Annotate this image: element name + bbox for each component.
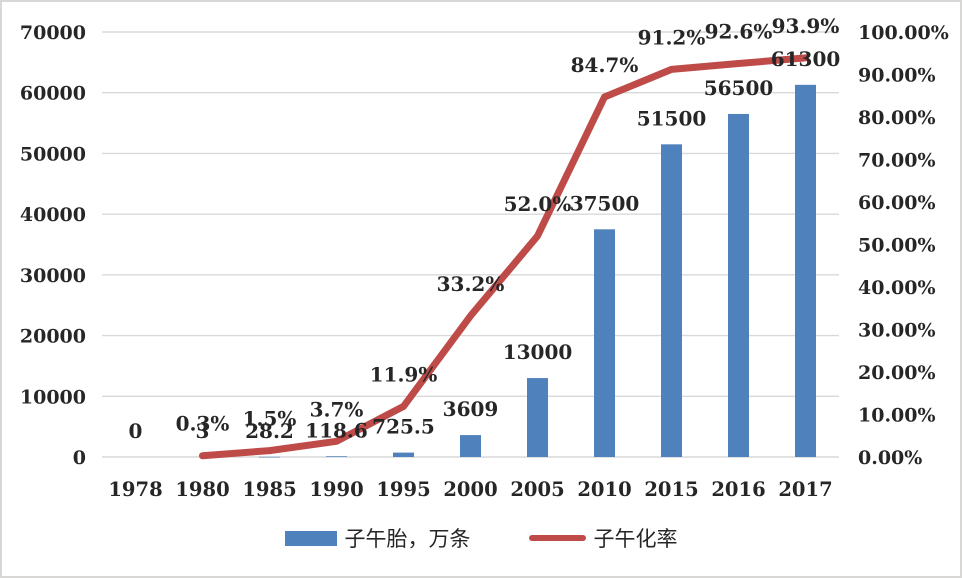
y-axis-right-tick-label: 90.00% xyxy=(858,65,936,87)
bar xyxy=(460,435,481,457)
chart-legend: 子午胎，万条 子午化率 xyxy=(2,523,960,553)
rate-value-label: 91.2% xyxy=(638,25,706,49)
rate-value-label: 1.5% xyxy=(243,407,297,431)
bar xyxy=(527,378,548,457)
x-axis-tick-label: 1995 xyxy=(376,478,430,501)
line-series-label: 子午化率 xyxy=(593,527,678,551)
combo-chart: 0100002000030000400005000060000700000.00… xyxy=(20,14,949,501)
y-axis-right-tick-label: 60.00% xyxy=(858,192,936,214)
y-axis-left-tick-label: 50000 xyxy=(20,143,86,165)
bar xyxy=(393,452,414,457)
rate-value-label: 92.6% xyxy=(705,19,773,43)
bar-value-label: 61300 xyxy=(771,47,841,71)
bar-value-label: 0 xyxy=(129,419,143,443)
bar-value-label: 3 xyxy=(196,419,210,443)
x-axis-tick-label: 1985 xyxy=(242,478,296,501)
y-axis-left-tick-label: 30000 xyxy=(20,265,86,287)
bar-series-swatch-icon xyxy=(284,530,337,546)
bar-value-label: 13000 xyxy=(503,340,573,364)
bar xyxy=(661,144,682,458)
x-axis-tick-label: 1980 xyxy=(175,478,229,501)
x-axis-tick-label: 2017 xyxy=(778,478,832,501)
bar-series-label: 子午胎，万条 xyxy=(344,527,471,551)
y-axis-right-tick-label: 70.00% xyxy=(858,150,936,172)
y-axis-right-tick-label: 0.00% xyxy=(858,447,922,469)
y-axis-right-tick-label: 40.00% xyxy=(858,277,936,299)
y-axis-left-tick-label: 70000 xyxy=(20,22,86,44)
y-axis-right-tick-label: 100.00% xyxy=(858,22,949,44)
bar xyxy=(728,113,749,457)
x-axis-tick-label: 2010 xyxy=(577,478,631,501)
bar-value-label: 56500 xyxy=(704,76,774,100)
y-axis-right-tick-label: 80.00% xyxy=(858,107,936,129)
bar xyxy=(326,456,347,457)
legend-item-line-series: 子午化率 xyxy=(528,523,678,553)
y-axis-left-tick-label: 40000 xyxy=(20,204,86,226)
rate-value-label: 52.0% xyxy=(504,192,572,216)
x-axis-tick-label: 2015 xyxy=(644,478,698,501)
bar-value-label: 51500 xyxy=(637,106,707,130)
y-axis-right-tick-label: 50.00% xyxy=(858,235,936,257)
bar xyxy=(795,84,816,458)
legend-item-bar-series: 子午胎，万条 xyxy=(284,523,471,553)
bar xyxy=(259,456,280,458)
line-series-swatch-icon xyxy=(528,535,586,541)
x-axis-tick-label: 2016 xyxy=(711,478,765,501)
y-axis-right-tick-label: 30.00% xyxy=(858,320,936,342)
bar-value-label: 37500 xyxy=(570,191,640,215)
rate-value-label: 33.2% xyxy=(437,272,505,296)
x-axis-tick-label: 2000 xyxy=(443,478,497,501)
y-axis-left-tick-label: 20000 xyxy=(20,326,86,348)
y-axis-left-tick-label: 10000 xyxy=(20,386,86,408)
bar-value-label: 118.6 xyxy=(305,418,368,442)
rate-value-label: 11.9% xyxy=(370,362,438,386)
y-axis-left-tick-label: 60000 xyxy=(20,83,86,105)
y-axis-right-tick-label: 20.00% xyxy=(858,362,936,384)
bar-value-label: 725.5 xyxy=(372,415,435,439)
rate-value-label: 3.7% xyxy=(310,397,364,421)
y-axis-left-tick-label: 0 xyxy=(73,447,86,469)
bar xyxy=(594,229,615,457)
rate-value-label: 0.3% xyxy=(176,412,230,436)
y-axis-right-tick-label: 10.00% xyxy=(858,405,936,427)
rate-value-label: 93.9% xyxy=(772,14,840,38)
x-axis-tick-label: 2005 xyxy=(510,478,564,501)
rate-line xyxy=(199,54,809,460)
bar-value-label: 3609 xyxy=(443,397,499,421)
bar-value-label: 28.2 xyxy=(245,419,294,443)
x-axis-tick-label: 1990 xyxy=(309,478,363,501)
rate-value-label: 84.7% xyxy=(571,53,639,77)
x-axis-tick-label: 1978 xyxy=(108,478,162,501)
